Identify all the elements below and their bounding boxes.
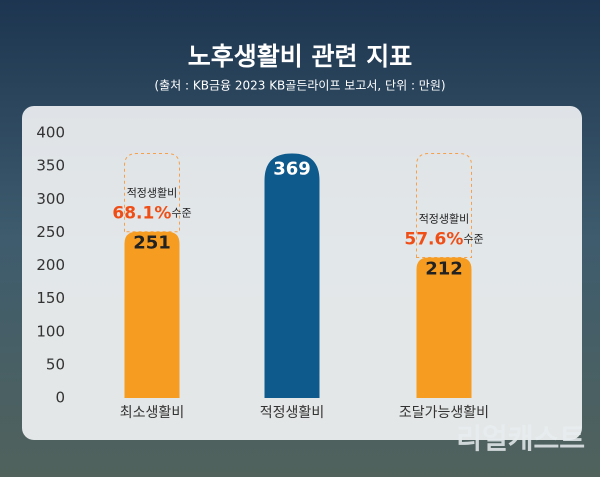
- annotation-share: 68.1%수준: [112, 204, 191, 224]
- annotation-text: 적정생활비: [127, 186, 178, 200]
- bar: [264, 153, 320, 398]
- x-tick-label: 조달가능생활비: [399, 405, 489, 421]
- data-label: 369: [273, 159, 311, 180]
- reference-outline: [124, 153, 180, 233]
- y-tick-label: 50: [46, 355, 65, 373]
- chart-title: 노후생활비 관련 지표: [188, 42, 412, 71]
- y-tick-label: 200: [36, 256, 65, 274]
- data-label: 251: [133, 233, 171, 254]
- reference-outline: [416, 153, 472, 259]
- x-tick-label: 적정생활비: [260, 405, 324, 421]
- annotation-suffix: 수준: [171, 207, 191, 220]
- annotation-suffix: 수준: [463, 233, 483, 246]
- bar: [416, 257, 472, 398]
- y-tick-label: 350: [36, 157, 65, 175]
- y-tick-label: 300: [36, 190, 65, 208]
- y-tick-label: 250: [36, 223, 65, 241]
- chart-subtitle: (출처 : KB금융 2023 KB골든라이프 보고서, 단위 : 만원): [154, 79, 445, 93]
- annotation-share-value: 57.6%: [404, 230, 463, 250]
- watermark: 리얼캐스트: [456, 422, 585, 455]
- y-tick-label: 150: [36, 289, 65, 307]
- annotation-share-value: 68.1%: [112, 204, 171, 224]
- bar: [124, 231, 180, 398]
- annotation-text: 적정생활비: [419, 212, 470, 226]
- data-label: 212: [425, 259, 463, 280]
- y-tick-label: 400: [36, 124, 65, 142]
- y-tick-label: 100: [36, 322, 65, 340]
- annotation-share: 57.6%수준: [404, 230, 483, 250]
- x-tick-label: 최소생활비: [120, 405, 184, 421]
- y-tick-label: 0: [55, 389, 65, 407]
